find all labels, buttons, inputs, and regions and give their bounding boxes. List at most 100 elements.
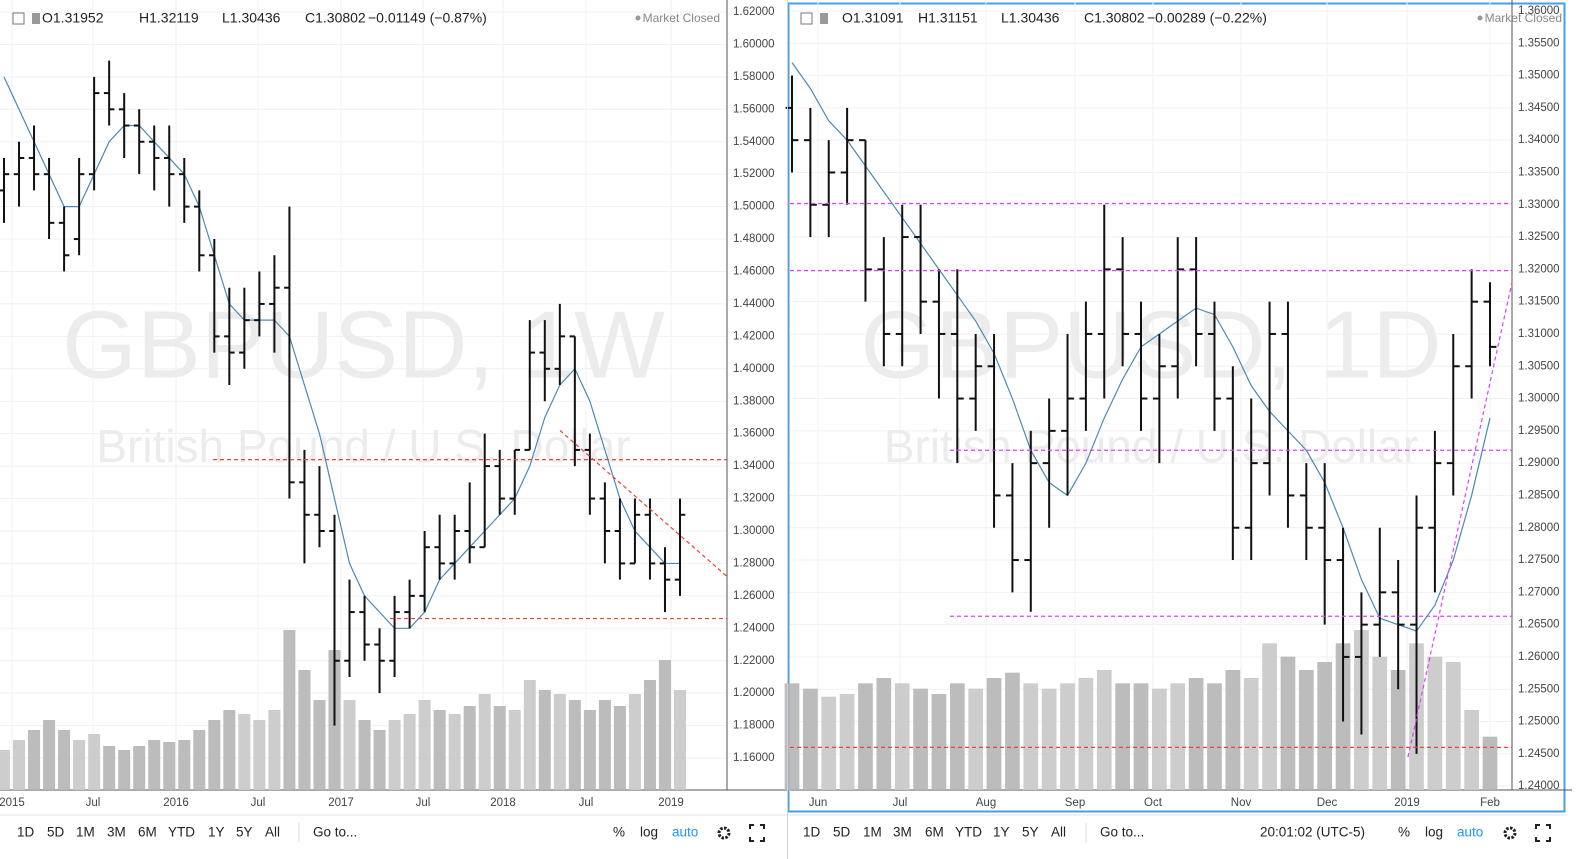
range-button[interactable]: 1Y: [993, 825, 1010, 840]
y-tick-label: 1.50000: [733, 201, 775, 213]
settings-icon[interactable]: [1503, 826, 1517, 840]
fullscreen-icon[interactable]: [1535, 824, 1551, 842]
range-button[interactable]: 1D: [17, 825, 35, 840]
percent-toggle[interactable]: %: [1398, 825, 1410, 840]
y-tick-label: 1.30000: [1518, 393, 1560, 405]
range-button[interactable]: 5Y: [236, 825, 253, 840]
y-tick-label: 1.33500: [1518, 167, 1560, 179]
volume-bar: [1188, 678, 1204, 790]
x-tick-label: 2017: [328, 797, 354, 809]
y-tick-label: 1.58000: [733, 71, 775, 83]
volume-bar: [118, 750, 131, 790]
y-tick-label: 1.35500: [1518, 37, 1560, 49]
y-tick-label: 1.26500: [1518, 619, 1560, 631]
volume-bar: [178, 740, 191, 790]
y-tick-label: 1.32500: [1518, 231, 1560, 243]
percent-toggle[interactable]: %: [613, 825, 625, 840]
y-tick-label: 1.30500: [1518, 360, 1560, 372]
volume-bar: [493, 706, 506, 790]
volume-bar: [73, 740, 86, 790]
volume-bar: [1060, 683, 1075, 790]
log-toggle[interactable]: log: [640, 825, 658, 840]
symbol-icon: [32, 13, 40, 24]
volume-bar: [418, 700, 431, 790]
range-button[interactable]: YTD: [955, 825, 982, 840]
x-tick-label: Aug: [976, 797, 996, 809]
volume-bar: [553, 694, 566, 790]
range-button[interactable]: All: [1051, 825, 1066, 840]
y-tick-label: 1.32000: [1518, 263, 1560, 275]
y-tick-label: 1.16000: [733, 752, 775, 764]
volume-bar: [448, 714, 461, 790]
range-button[interactable]: 1Y: [208, 825, 225, 840]
volume-bar: [628, 694, 641, 790]
volume-bar: [223, 710, 236, 790]
watermark-subtitle: British Pound / U.S. Dollar: [96, 420, 630, 472]
volume-bar: [821, 696, 837, 790]
y-tick-label: 1.25000: [1518, 716, 1560, 728]
header-icon: [800, 12, 813, 25]
auto-toggle[interactable]: auto: [1457, 825, 1483, 840]
volume-bar: [949, 683, 965, 790]
volume-bar: [643, 680, 656, 790]
header-change: −0.00289 (−0.22%): [1147, 10, 1267, 26]
y-tick-label: 1.26000: [733, 590, 775, 602]
y-tick-label: 1.38000: [733, 395, 775, 407]
volume-bar: [1243, 678, 1259, 790]
x-tick-label: 2015: [0, 797, 25, 809]
volume-bar: [583, 710, 596, 790]
y-tick-label: 1.60000: [733, 38, 775, 50]
range-button[interactable]: 1D: [803, 825, 821, 840]
range-button[interactable]: 6M: [138, 825, 157, 840]
volume-bar: [613, 706, 626, 790]
y-tick-label: 1.34000: [1518, 134, 1560, 146]
y-tick-label: 1.20000: [733, 687, 775, 699]
volume-bar: [373, 730, 386, 790]
settings-icon[interactable]: [717, 826, 731, 840]
range-button[interactable]: 6M: [925, 825, 944, 840]
symbol-icon: [820, 13, 828, 24]
volume-bar: [1133, 683, 1149, 790]
goto-button[interactable]: Go to...: [1100, 825, 1144, 840]
range-button[interactable]: 3M: [893, 825, 912, 840]
header-low: L1.30436: [1001, 10, 1060, 26]
range-button[interactable]: YTD: [168, 825, 195, 840]
y-tick-label: 1.36000: [1518, 5, 1560, 17]
volume-bar: [208, 720, 221, 790]
range-button[interactable]: 5Y: [1022, 825, 1039, 840]
moving-average: [3, 76, 680, 629]
header-close: C1.30802: [305, 10, 366, 26]
x-tick-label: Oct: [1144, 797, 1163, 809]
y-tick-label: 1.36000: [733, 428, 775, 440]
x-tick-label: Jul: [893, 797, 908, 809]
y-tick-label: 1.31000: [1518, 328, 1560, 340]
volume-bar: [403, 714, 416, 790]
volume-bar: [1170, 683, 1186, 790]
range-button[interactable]: 5D: [833, 825, 851, 840]
fullscreen-icon[interactable]: [749, 824, 765, 842]
range-button[interactable]: 1M: [863, 825, 882, 840]
volume-bar: [803, 688, 818, 790]
x-tick-label: Jul: [416, 797, 431, 809]
goto-button[interactable]: Go to...: [313, 825, 357, 840]
y-tick-label: 1.28500: [1518, 489, 1560, 501]
range-button[interactable]: All: [265, 825, 280, 840]
volume-bar: [673, 690, 687, 790]
log-toggle[interactable]: log: [1425, 825, 1443, 840]
y-tick-label: 1.26000: [1518, 651, 1560, 663]
y-tick-label: 1.22000: [733, 655, 775, 667]
volume-bar: [1317, 662, 1333, 790]
volume-bar: [253, 720, 266, 790]
y-tick-label: 1.27000: [1518, 586, 1560, 598]
header-close: C1.30802: [1084, 10, 1145, 26]
range-button[interactable]: 5D: [47, 825, 65, 840]
range-button[interactable]: 1M: [76, 825, 95, 840]
volume-bar: [343, 700, 356, 790]
volume-bar: [568, 700, 581, 790]
volume-bar: [103, 746, 116, 790]
volume-bar: [1115, 683, 1130, 790]
range-button[interactable]: 3M: [107, 825, 126, 840]
auto-toggle[interactable]: auto: [672, 825, 698, 840]
clock: 20:01:02 (UTC-5): [1260, 825, 1365, 840]
volume-bar: [931, 694, 947, 790]
